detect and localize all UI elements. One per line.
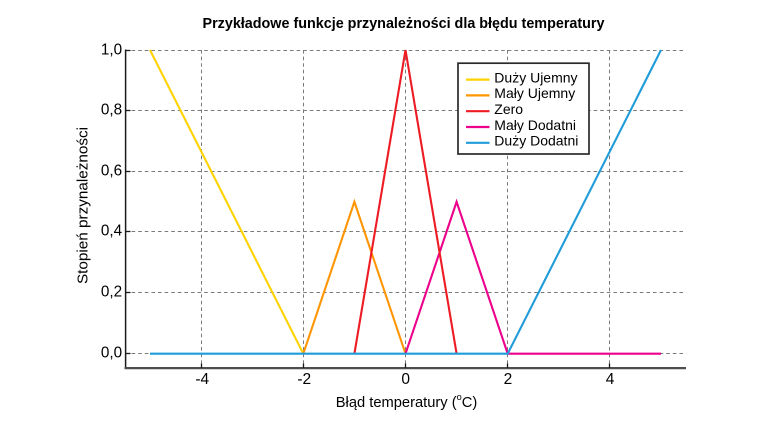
svg-text:Stopień przynależności: Stopień przynależności (75, 127, 92, 284)
svg-text:0,0: 0,0 (101, 344, 122, 361)
svg-text:0: 0 (401, 371, 410, 388)
svg-text:Mały Dodatni: Mały Dodatni (494, 117, 576, 133)
svg-text:Zero: Zero (494, 101, 523, 117)
svg-text:2: 2 (504, 371, 513, 388)
svg-text:-4: -4 (195, 371, 209, 388)
svg-text:4: 4 (606, 371, 615, 388)
svg-text:Mały Ujemny: Mały Ujemny (494, 85, 575, 101)
svg-text:0,2: 0,2 (101, 283, 122, 300)
svg-text:Duży Dodatni: Duży Dodatni (494, 133, 578, 149)
svg-text:Przykładowe funkcje przynależn: Przykładowe funkcje przynależności dla b… (203, 15, 606, 32)
svg-text:Duży Ujemny: Duży Ujemny (494, 69, 577, 85)
svg-text:0,8: 0,8 (101, 101, 122, 118)
svg-text:1,0: 1,0 (101, 41, 122, 58)
svg-text:-2: -2 (297, 371, 311, 388)
svg-text:0,4: 0,4 (101, 222, 123, 239)
svg-text:0,6: 0,6 (101, 162, 122, 179)
svg-text:Błąd temperatury (oC): Błąd temperatury (oC) (336, 392, 477, 411)
